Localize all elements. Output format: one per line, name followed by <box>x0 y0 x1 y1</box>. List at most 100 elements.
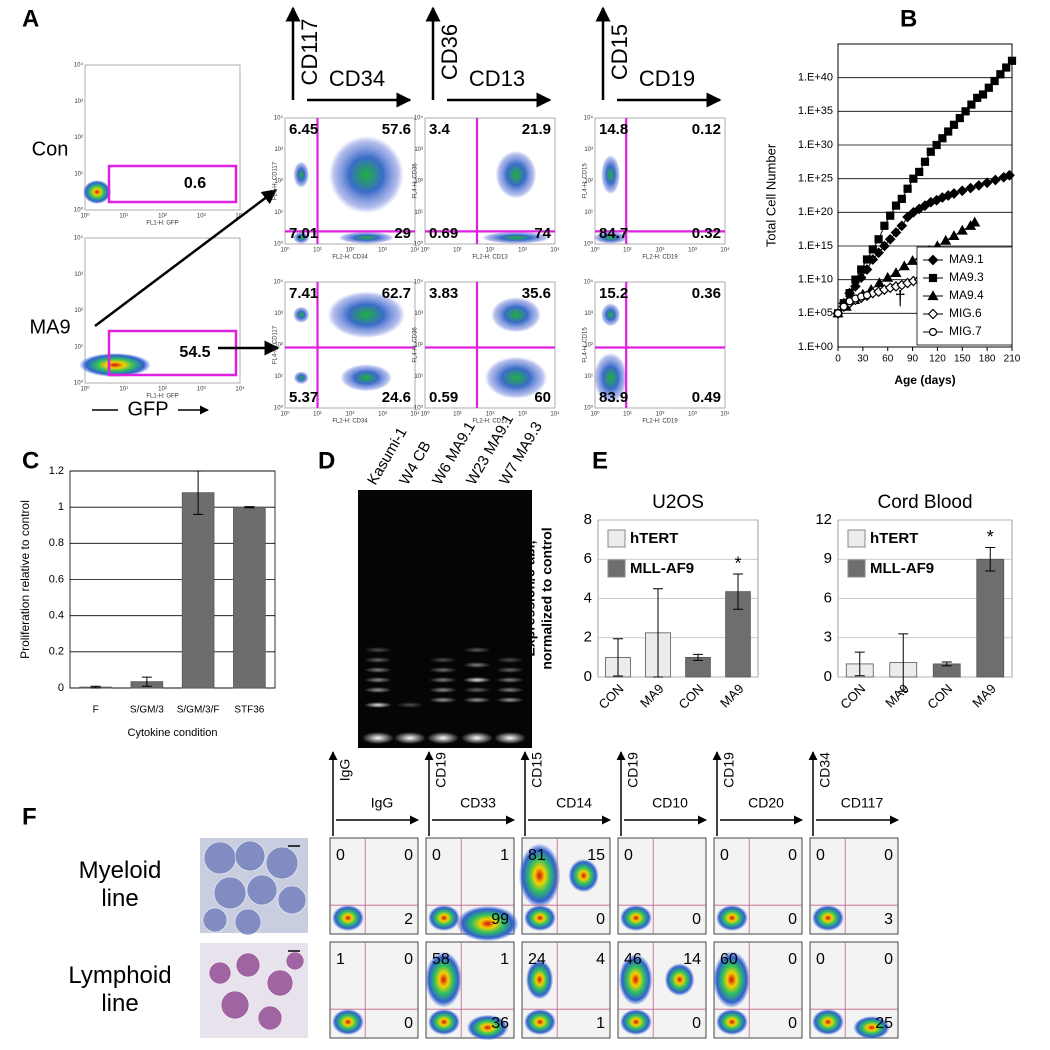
gel-band <box>362 732 394 744</box>
flow-plot <box>329 837 419 935</box>
marker <box>902 211 913 223</box>
marker-label: CD20 <box>748 795 784 811</box>
marker <box>833 309 843 318</box>
quadrant-value: 0.32 <box>692 225 721 242</box>
quadrant-value: 36 <box>491 1015 509 1032</box>
quadrant-value: 46 <box>624 951 642 968</box>
marker <box>927 308 939 320</box>
marker <box>909 174 918 183</box>
y-tick-label: 12 <box>815 511 832 528</box>
quadrant-value: 0 <box>788 847 797 864</box>
flow-tick: 10⁰ <box>420 411 430 418</box>
flow-tick: 10² <box>414 179 423 185</box>
cell <box>208 961 232 985</box>
marker <box>873 277 885 288</box>
cell <box>203 841 237 875</box>
flow-tick: 10⁴ <box>720 247 730 254</box>
gel-band <box>364 657 392 663</box>
marker <box>938 134 947 143</box>
flow-tick: 10⁴ <box>414 115 424 122</box>
cell <box>235 952 261 978</box>
marker <box>862 255 872 264</box>
quadrant-value: 0 <box>404 847 413 864</box>
marker-label: CD117 <box>297 19 322 86</box>
row-label: Con <box>32 138 69 160</box>
cell-cloud <box>620 1009 652 1035</box>
marker <box>961 107 970 116</box>
flow-tick: 10³ <box>74 99 83 105</box>
flow-tick: 10² <box>158 214 167 220</box>
flow-tick: 10³ <box>378 248 387 254</box>
marker <box>940 234 952 245</box>
marker <box>990 76 999 86</box>
flow-tick: 10⁴ <box>274 115 284 122</box>
marker <box>879 240 890 252</box>
legend-label: MIG.7 <box>949 324 982 338</box>
quadrant-value: 25 <box>875 1015 893 1032</box>
flow-tick: 10⁴ <box>414 279 424 286</box>
marker-label: CD36 <box>437 24 462 80</box>
row-label: MA9 <box>29 316 70 338</box>
cell-cloud <box>338 231 394 244</box>
gel-band <box>494 732 526 744</box>
flow-tick: 10¹ <box>453 248 462 254</box>
axis-label: FL2-H: CD19 <box>642 419 678 425</box>
cell-cloud <box>293 161 309 188</box>
gel-band <box>463 677 491 683</box>
flow-tick: 10² <box>584 179 593 185</box>
legend-swatch <box>607 559 626 578</box>
marker <box>967 100 976 109</box>
flow-tick: 10⁴ <box>720 411 730 418</box>
flow-tick: 10² <box>74 308 83 314</box>
marker <box>978 90 988 99</box>
marker <box>915 167 924 177</box>
row-label-box: Myeloid line <box>79 857 162 912</box>
x-tick-label: 0 <box>835 354 841 365</box>
cell-cloud <box>481 231 551 244</box>
gel-band <box>429 667 457 673</box>
legend-label: MA9.1 <box>949 252 984 266</box>
axis-label: FL1-H: GFP <box>146 394 178 400</box>
marker-label: CD15 <box>607 24 632 80</box>
chart-title: U2OS <box>652 492 704 513</box>
quadrant-value: 57.6 <box>382 121 411 138</box>
error-bar <box>653 588 663 678</box>
quadrant-value: 81 <box>528 847 546 864</box>
gate-value: 0.6 <box>184 175 206 192</box>
quadrant-value: 5.37 <box>289 389 318 406</box>
bar <box>976 558 1005 678</box>
quadrant-value: 15 <box>587 847 605 864</box>
flow-tick: 10³ <box>688 248 697 254</box>
x-tick-label: 150 <box>954 354 971 365</box>
marker <box>1004 169 1015 181</box>
cell-cloud <box>293 231 310 244</box>
marker-label: CD19 <box>433 752 449 788</box>
flow-tick: 10⁴ <box>584 115 594 122</box>
quadrant-value: 1 <box>596 1015 605 1032</box>
marker <box>965 182 976 194</box>
quadrant-value: 0 <box>788 951 797 968</box>
legend-swatch <box>607 529 626 548</box>
marker <box>981 177 993 189</box>
marker <box>949 120 959 129</box>
flow-tick: 10² <box>414 343 423 349</box>
quadrant-value: 60 <box>534 389 551 406</box>
legend-swatch <box>847 559 866 578</box>
gel-band <box>429 677 457 683</box>
flow-tick: 10¹ <box>119 387 128 393</box>
row-label: Lymphoid line <box>68 962 172 1017</box>
marker <box>903 184 912 193</box>
quadrant-value: 7.01 <box>289 225 318 242</box>
marker <box>898 260 910 271</box>
cell-cloud <box>664 963 695 996</box>
marker-label: CD14 <box>556 795 592 811</box>
marker <box>927 254 939 266</box>
flow-tick: 10⁴ <box>74 62 84 69</box>
cell-cloud <box>518 843 561 908</box>
gel-band <box>364 702 392 708</box>
quadrant-value: 14 <box>683 951 701 968</box>
quadrant-value: 4 <box>596 951 605 968</box>
marker <box>920 157 930 166</box>
marker <box>944 127 953 136</box>
